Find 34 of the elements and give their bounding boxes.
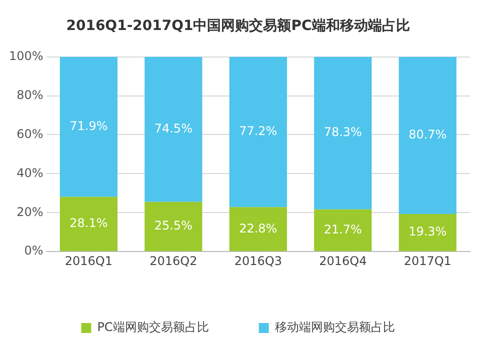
data-label: 78.3%	[324, 125, 362, 140]
x-tick-label: 2016Q1	[64, 254, 112, 268]
legend-label: 移动端网购交易额占比	[274, 320, 395, 334]
x-tick-label: 2016Q2	[150, 254, 198, 268]
x-tick-label: 2017Q1	[404, 254, 452, 268]
y-tick-label: 20%	[16, 204, 44, 219]
bar	[229, 207, 287, 252]
data-label: 28.1%	[70, 216, 108, 230]
y-tick-label: 60%	[16, 126, 44, 141]
data-label: 21.7%	[324, 222, 362, 236]
bar	[314, 209, 372, 252]
y-tick-label: 40%	[16, 166, 44, 180]
data-label: 80.7%	[408, 128, 447, 142]
y-tick-label: 80%	[16, 88, 44, 102]
data-label: 74.5%	[154, 121, 192, 136]
bar	[229, 56, 287, 208]
bar	[398, 56, 456, 214]
bar	[60, 56, 118, 197]
bar	[144, 202, 202, 252]
data-label: 25.5%	[154, 218, 192, 233]
data-label: 71.9%	[70, 118, 108, 133]
x-tick-label: 2016Q4	[319, 254, 367, 268]
bar	[398, 214, 456, 252]
bar	[144, 56, 202, 202]
legend-label: PC端网购交易额占比	[97, 320, 209, 334]
y-tick-label: 0%	[24, 244, 44, 258]
data-label: 77.2%	[239, 124, 278, 138]
chart-title: 2016Q1-2017Q1中国网购交易额PC端和移动端占比	[66, 17, 410, 34]
data-label: 19.3%	[408, 224, 447, 239]
bar	[60, 196, 118, 252]
x-tick-label: 2016Q3	[234, 254, 282, 268]
y-tick-label: 100%	[8, 48, 44, 63]
data-label: 22.8%	[239, 221, 278, 236]
bar	[314, 56, 372, 210]
